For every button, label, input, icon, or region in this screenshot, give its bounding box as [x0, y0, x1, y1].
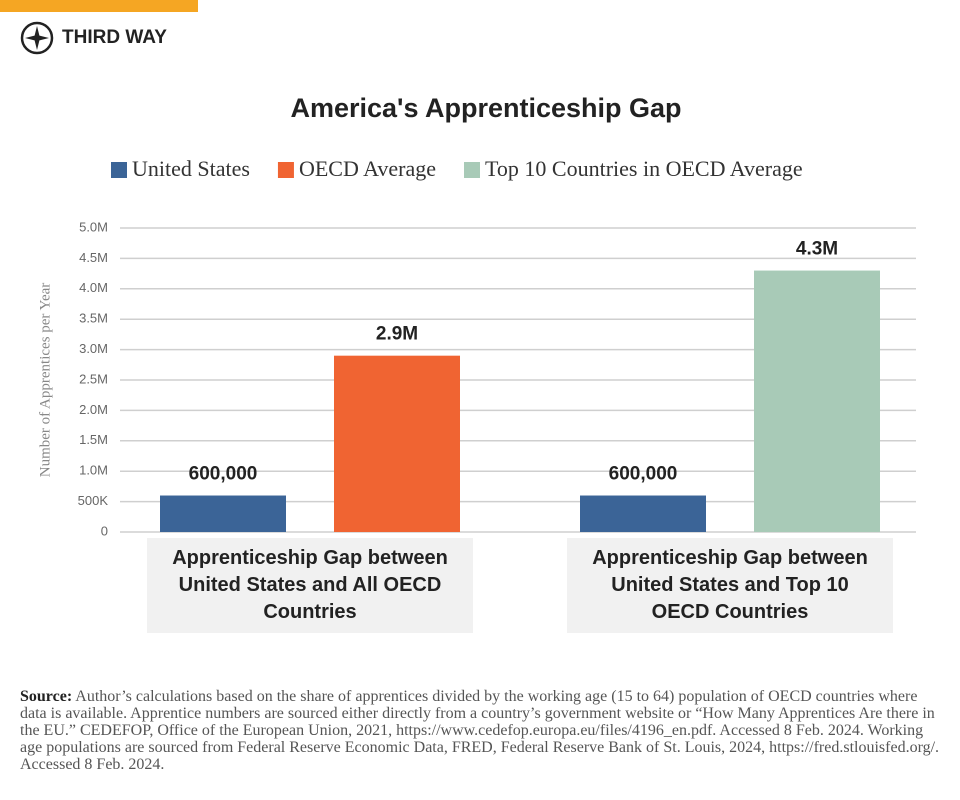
- value-label: 600,000: [609, 464, 678, 485]
- y-tick-label: 0: [101, 523, 108, 538]
- y-tick-label: 1.5M: [79, 432, 108, 447]
- y-tick-label: 4.5M: [79, 250, 108, 265]
- y-tick-label: 2.5M: [79, 371, 108, 386]
- bar: [160, 495, 286, 532]
- legend-label: United States: [132, 156, 250, 181]
- brand: THIRD WAY: [62, 27, 167, 48]
- y-tick-label: 500K: [78, 493, 109, 508]
- legend-swatch: [111, 162, 127, 178]
- y-tick-label: 5.0M: [79, 219, 108, 234]
- legend-swatch: [464, 162, 480, 178]
- bar: [754, 270, 880, 532]
- y-tick-label: 2.0M: [79, 402, 108, 417]
- y-tick-label: 4.0M: [79, 280, 108, 295]
- chart-title: America's Apprenticeship Gap: [290, 93, 681, 123]
- y-axis-label: Number of Apprentices per Year: [37, 283, 53, 478]
- y-tick-label: 3.5M: [79, 311, 108, 326]
- source-label: Source:: [20, 688, 73, 705]
- category-label: Apprenticeship Gap between United States…: [147, 538, 473, 633]
- value-label: 600,000: [189, 464, 258, 485]
- y-tick-label: 1.0M: [79, 463, 108, 478]
- value-label: 4.3M: [796, 239, 838, 260]
- source-text: Author’s calculations based on the share…: [20, 688, 940, 773]
- value-label: 2.9M: [376, 324, 418, 345]
- y-tick-label: 3.0M: [79, 341, 108, 356]
- legend-label: Top 10 Countries in OECD Average: [485, 156, 803, 181]
- logo-icon: [20, 21, 54, 55]
- bar: [334, 355, 460, 532]
- legend-swatch: [277, 162, 294, 178]
- bar: [580, 495, 706, 532]
- legend-label: OECD Average: [299, 156, 436, 181]
- source-note: Source: Author’s calculations based on t…: [20, 688, 940, 773]
- top-accent: [0, 0, 198, 12]
- category-label: Apprenticeship Gap between United States…: [567, 538, 893, 633]
